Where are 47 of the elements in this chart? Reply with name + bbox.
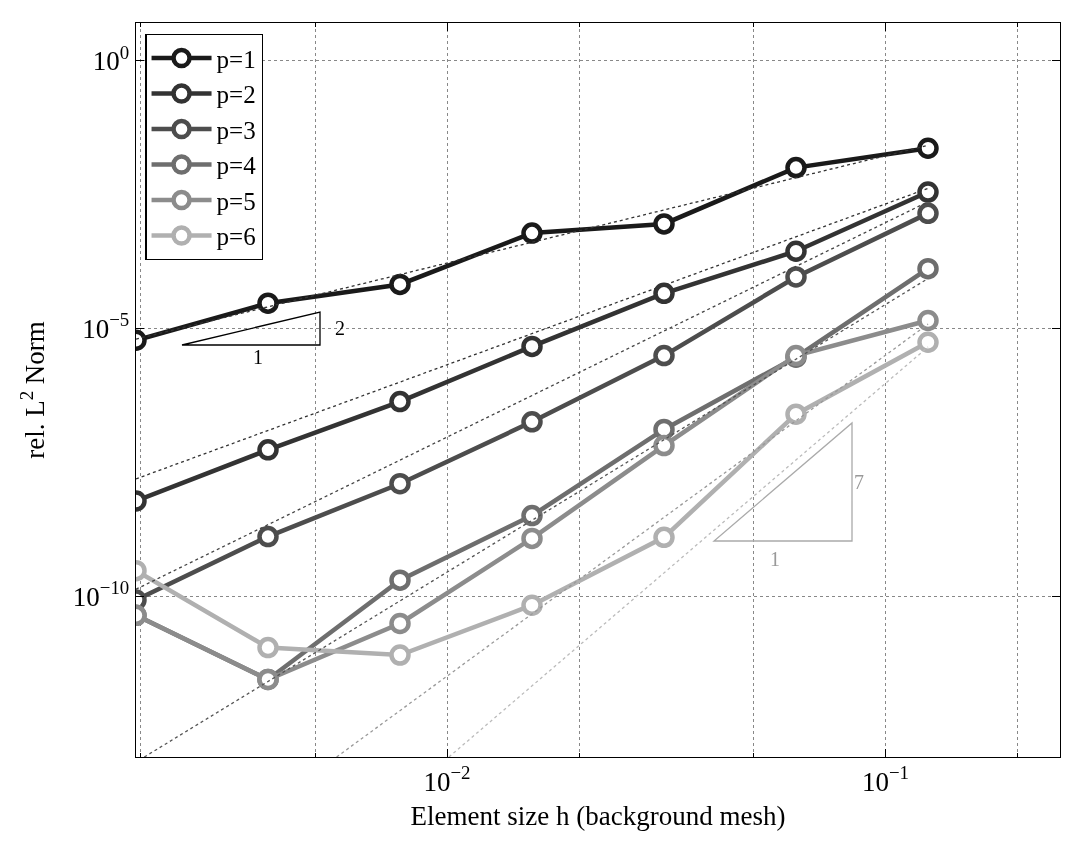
point: [785, 403, 807, 425]
point: [389, 390, 411, 413]
point: [917, 137, 939, 159]
legend-label: p=1: [216, 45, 256, 73]
point: [389, 273, 411, 296]
annotation: 7: [854, 471, 864, 493]
y-tick-label: 10$^{−10}$: [72, 577, 130, 612]
point: [917, 202, 939, 225]
point: [785, 240, 807, 262]
point: [257, 439, 279, 461]
point: [389, 644, 411, 666]
y-tick-label: 10$^{0}$: [92, 41, 130, 76]
x-tick-label: 10$^{−2}$: [423, 762, 471, 797]
point: [257, 636, 279, 659]
point: [653, 526, 675, 549]
point: [653, 434, 675, 457]
point: [917, 257, 939, 280]
legend-label: p=5: [216, 187, 256, 215]
point: [521, 504, 543, 527]
point: [917, 309, 939, 332]
point: [389, 472, 411, 495]
point: [653, 344, 675, 367]
point: [389, 612, 411, 635]
point: [389, 569, 411, 591]
annotation: 2: [335, 317, 345, 339]
point: [521, 527, 543, 550]
legend-label: p=6: [216, 223, 256, 251]
point: [917, 331, 939, 354]
point: [785, 266, 807, 288]
point: [653, 213, 675, 235]
point: [785, 156, 807, 179]
annotation: 1: [253, 346, 263, 368]
point: [257, 525, 279, 548]
point: [521, 411, 543, 433]
legend-label: p=2: [216, 81, 256, 109]
point: [521, 222, 543, 244]
x-tick-label: 10$^{−1}$: [861, 762, 910, 797]
point: [917, 181, 939, 203]
point: [653, 282, 675, 305]
point: [521, 335, 543, 358]
point: [257, 292, 279, 314]
legend-label: p=4: [216, 152, 257, 180]
x-axis-title: Element size h (background mesh): [410, 800, 786, 831]
legend-label: p=3: [216, 116, 256, 144]
point: [521, 594, 543, 616]
annotation: 1: [770, 548, 780, 570]
y-tick-label: 10$^{−5}$: [82, 309, 130, 344]
